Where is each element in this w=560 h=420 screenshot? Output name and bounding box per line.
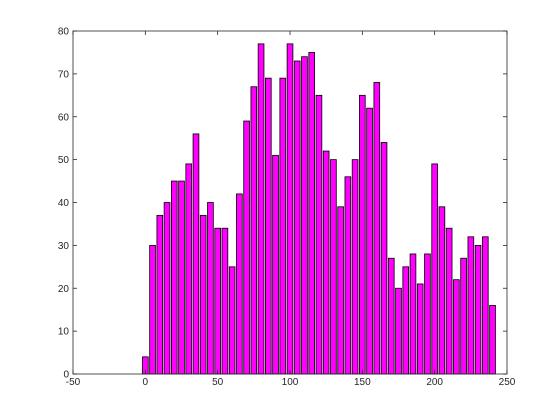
- bar: [185, 163, 193, 375]
- bar: [337, 206, 344, 375]
- bar: [482, 236, 489, 375]
- bar: [359, 94, 366, 375]
- y-tick-label: 60: [58, 112, 70, 123]
- x-tick-label: 250: [499, 377, 516, 388]
- y-tick-label: 50: [58, 155, 70, 166]
- bar: [366, 107, 373, 375]
- y-tick-label: 80: [58, 27, 70, 38]
- x-tick-label: 200: [426, 377, 443, 388]
- bar: [322, 150, 330, 375]
- bar: [199, 214, 207, 375]
- bar: [293, 60, 301, 375]
- bar: [221, 227, 229, 375]
- bar: [250, 86, 258, 375]
- bar: [207, 202, 214, 375]
- bar: [373, 82, 381, 375]
- bar: [243, 120, 250, 375]
- bar: [402, 266, 410, 375]
- bar: [315, 94, 323, 375]
- bar: [170, 180, 178, 375]
- y-tick-label: 30: [58, 241, 70, 252]
- x-tick-label: 100: [282, 377, 299, 388]
- x-tick-label: 0: [143, 377, 149, 388]
- bar: [380, 142, 388, 375]
- bar: [178, 180, 185, 375]
- bar: [308, 52, 315, 375]
- y-tick-label: 10: [58, 327, 70, 338]
- y-tick-label: 40: [58, 198, 70, 209]
- bar: [344, 176, 352, 375]
- bar: [286, 43, 294, 375]
- bar: [272, 154, 279, 375]
- bar: [431, 163, 438, 375]
- bar: [149, 244, 156, 375]
- bar: [445, 227, 453, 375]
- bar: [236, 193, 243, 375]
- bar: [409, 253, 417, 375]
- bar: [301, 56, 308, 375]
- bar: [330, 159, 337, 375]
- bar: [279, 77, 287, 375]
- x-tick-label: -50: [66, 377, 81, 388]
- bar: [156, 214, 164, 375]
- y-tick-label: 0: [63, 370, 69, 381]
- bar: [467, 236, 475, 375]
- bar: [257, 43, 265, 375]
- x-tick-label: 50: [212, 377, 224, 388]
- bar: [424, 253, 431, 375]
- y-tick-label: 20: [58, 284, 70, 295]
- bar: [387, 257, 395, 375]
- x-tick-label: 150: [354, 377, 371, 388]
- bar: [395, 287, 402, 375]
- bar: [489, 304, 496, 375]
- bar: [163, 202, 171, 375]
- bar: [416, 283, 424, 375]
- bar: [453, 279, 460, 375]
- plot-frame: [72, 30, 508, 375]
- bar: [192, 133, 200, 375]
- bar: [438, 206, 446, 375]
- bar: [474, 244, 482, 375]
- bar: [351, 159, 359, 375]
- bar: [460, 257, 467, 375]
- y-tick-label: 70: [58, 69, 70, 80]
- bar: [214, 227, 221, 375]
- bar: [228, 266, 236, 375]
- bar: [265, 77, 272, 375]
